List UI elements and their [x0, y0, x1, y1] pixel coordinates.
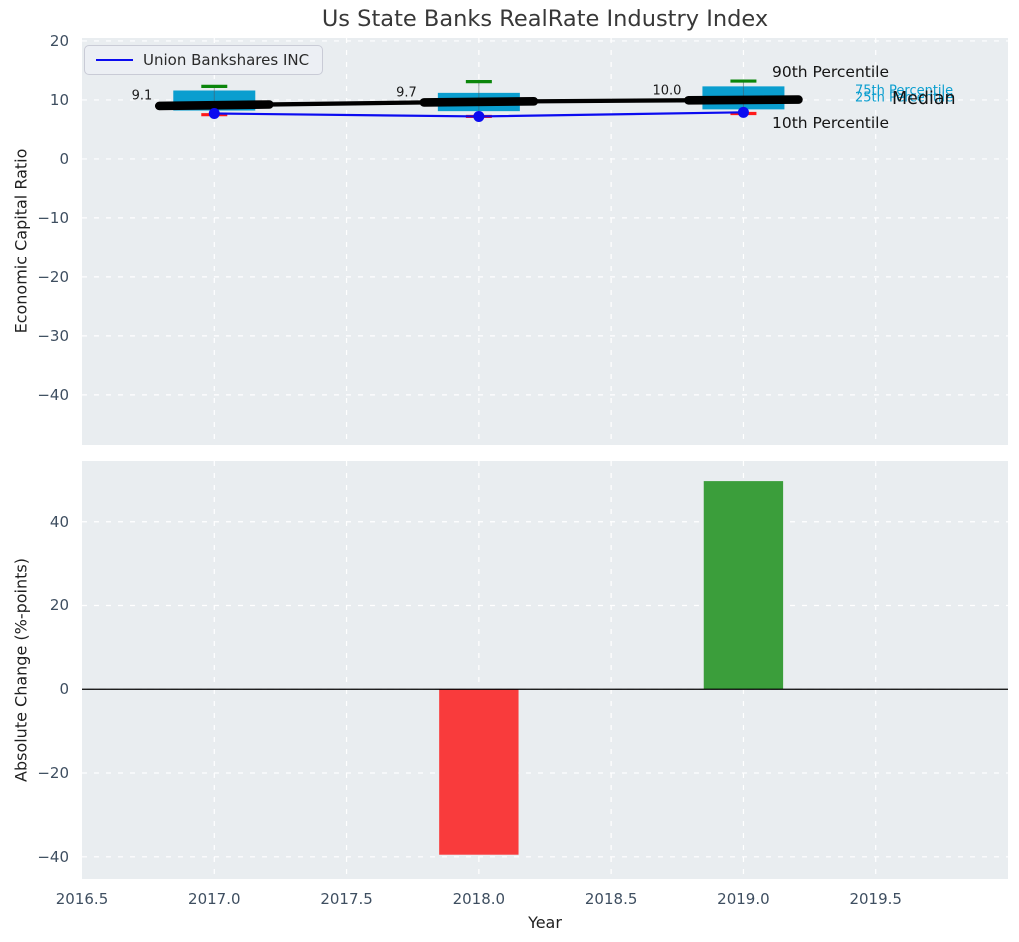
y-axis-label-top: Economic Capital Ratio [11, 148, 31, 334]
median-thick-segment-2019 [684, 95, 803, 105]
percentile-label-75th-percentile: 75th Percentile [855, 83, 954, 98]
y-tick-label-bottom: −20 [37, 764, 69, 783]
x-tick-label: 2017.5 [320, 890, 373, 908]
percentile-label-90th-percentile: 90th Percentile [772, 62, 890, 81]
x-axis-label: Year [528, 913, 562, 932]
median-annotation-2019: 10.0 [652, 83, 682, 99]
median-thick-segment-2018 [419, 97, 539, 107]
median-annotation-2018: 9.7 [396, 85, 417, 101]
bar-2019 [703, 481, 784, 690]
company-dot-2018 [473, 110, 485, 122]
y-tick-label-top: 10 [49, 90, 69, 109]
bottom-plot-background [82, 461, 1008, 879]
percentile-label-25th-percentile: 25th Percentile [855, 90, 954, 105]
y-tick-label-bottom: −40 [37, 847, 69, 866]
percentile-label-median: Median [892, 89, 956, 109]
x-tick-label: 2019.0 [717, 890, 770, 908]
y-axis-label-bottom: Absolute Change (%-points) [11, 558, 31, 782]
company-dot-2019 [737, 106, 749, 118]
chart-title: Us State Banks RealRate Industry Index [321, 6, 769, 32]
y-tick-label-top: −10 [37, 208, 69, 227]
y-tick-label-bottom: 0 [59, 680, 69, 699]
percentile-label-10th-percentile: 10th Percentile [772, 113, 890, 132]
median-thick-segment-2017 [154, 100, 274, 111]
y-tick-label-top: −40 [37, 385, 69, 404]
x-tick-label: 2016.5 [55, 890, 109, 908]
x-tick-label: 2018.0 [452, 890, 506, 908]
legend-label: Union Bankshares INC [143, 51, 310, 69]
legend: Union Bankshares INC [84, 45, 324, 75]
legend-line-swatch [96, 59, 133, 61]
y-tick-label-bottom: 40 [49, 512, 69, 531]
y-tick-label-bottom: 20 [49, 596, 69, 615]
x-tick-label: 2017.0 [188, 890, 241, 908]
x-tick-label: 2018.5 [584, 890, 638, 908]
bar-2018 [439, 689, 519, 855]
y-tick-label-top: −30 [37, 326, 69, 345]
y-tick-label-top: −20 [37, 267, 69, 286]
median-annotation-2017: 9.1 [131, 88, 153, 104]
x-tick-label: 2019.5 [849, 890, 902, 908]
y-tick-label-top: 0 [59, 149, 69, 168]
y-tick-label-top: 20 [49, 31, 69, 50]
company-dot-2017 [208, 108, 220, 120]
